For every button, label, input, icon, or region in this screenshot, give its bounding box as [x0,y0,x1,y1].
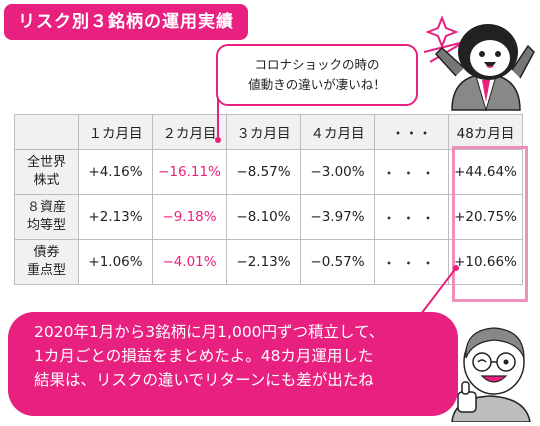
cell-month-2: −9.18% [152,194,227,240]
header-month-3: ３カ月目 [226,114,301,150]
header-month-2: ２カ月目 [152,114,227,150]
cell-month-3: −8.10% [226,194,301,240]
speech-bottom-line3: 結果は、リスクの違いでリターンにも差が出たね [34,371,374,389]
cell-month-1: +4.16% [78,149,153,195]
cell-ellipsis: ・・・ [374,239,449,285]
speech-bottom-line1: 2020年1月から3銘柄に月1,000円ずつ積立して、 [34,323,385,341]
returns-table: １カ月目 ２カ月目 ３カ月目 ４カ月目 ・・・ 48カ月目 全世界 株式 +4.… [14,114,523,285]
row-label: 全世界 株式 [14,149,79,195]
cell-month-3: −2.13% [226,239,301,285]
speech-tail-icon [424,41,465,63]
row-label-line2: 重点型 [26,263,66,278]
speech-bubble-top: コロナショックの時の 値動きの違いが凄いね！ [216,41,465,106]
row-label: ８資産 均等型 [14,194,79,240]
returns-table-wrap: １カ月目 ２カ月目 ３カ月目 ４カ月目 ・・・ 48カ月目 全世界 株式 +4.… [14,114,523,285]
speech-top-line1: コロナショックの時の [254,57,380,72]
cell-month-1: +2.13% [78,194,153,240]
row-label-line1: ８資産 [26,200,66,215]
row-label-line2: 均等型 [26,218,66,233]
cell-month-1: +1.06% [78,239,153,285]
speech-top-line2: 値動きの違いが凄いね！ [248,77,386,92]
grandpa-character-icon [451,327,531,422]
row-label-line1: 全世界 [26,155,66,170]
header-month-48: 48カ月目 [448,114,523,150]
cell-month-3: −8.57% [226,149,301,195]
table-header-row: １カ月目 ２カ月目 ３カ月目 ４カ月目 ・・・ 48カ月目 [14,114,523,150]
table-row: 全世界 株式 +4.16% −16.11% −8.57% −3.00% ・・・ … [14,149,523,195]
cell-ellipsis: ・・・ [374,194,449,240]
header-ellipsis: ・・・ [374,114,449,150]
table-row: 債券 重点型 +1.06% −4.01% −2.13% −0.57% ・・・ +… [14,239,523,285]
header-month-4: ４カ月目 [300,114,375,150]
cell-ellipsis: ・・・ [374,149,449,195]
cell-month-4: −0.57% [300,239,375,285]
speech-bubble-bottom: 2020年1月から3銘柄に月1,000円ずつ積立して、 1カ月ごとの損益をまとめ… [8,312,458,416]
header-month-1: １カ月目 [78,114,153,150]
cell-month-2: −16.11% [152,149,227,195]
penguin-character-icon [425,15,535,112]
cell-month-48: +20.75% [448,194,523,240]
header-corner [14,114,79,150]
cell-month-2: −4.01% [152,239,227,285]
row-label-line1: 債券 [33,245,60,260]
cell-month-4: −3.00% [300,149,375,195]
row-label: 債券 重点型 [14,239,79,285]
cell-month-4: −3.97% [300,194,375,240]
row-label-line2: 株式 [33,173,60,188]
page-title: リスク別３銘柄の運用実績 [4,4,248,40]
cell-month-48: +10.66% [448,239,523,285]
table-row: ８資産 均等型 +2.13% −9.18% −8.10% −3.97% ・・・ … [14,194,523,240]
speech-bottom-line2: 1カ月ごとの損益をまとめたよ。48カ月運用した [34,347,374,365]
cell-month-48: +44.64% [448,149,523,195]
